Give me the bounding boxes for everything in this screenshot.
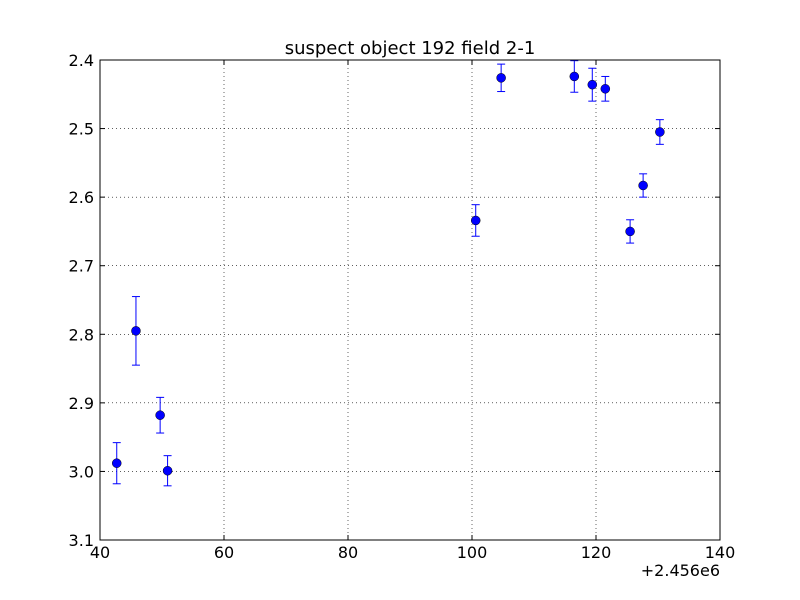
x-offset-label: +2.456e6 — [641, 561, 720, 580]
y-tick-label: 2.5 — [69, 120, 94, 139]
data-point — [625, 226, 635, 237]
plot-area — [100, 60, 720, 540]
data-point — [162, 465, 173, 476]
data-point — [470, 215, 481, 226]
y-tick-label: 3.1 — [69, 531, 94, 550]
data-point — [655, 127, 665, 137]
y-tick-label: 3.0 — [69, 462, 94, 481]
x-tick-label: 60 — [214, 543, 234, 562]
y-tick-label: 2.8 — [69, 325, 94, 344]
y-tick-label: 2.4 — [69, 51, 94, 70]
data-point — [111, 458, 122, 468]
x-tick-label: 100 — [457, 543, 488, 562]
y-tick-label: 2.7 — [69, 257, 94, 276]
x-tick-label: 120 — [581, 543, 612, 562]
data-point — [569, 71, 580, 82]
data-point — [131, 326, 141, 336]
grid — [100, 60, 720, 540]
tick-labels: 40 60 80 100 120 140 2.4 2.5 2.6 2.7 2.8 2.9 3.0 3.1 — [69, 51, 736, 562]
x-tick-label: 140 — [705, 543, 736, 562]
y-tick-label: 2.6 — [69, 188, 94, 207]
data-points — [111, 71, 665, 476]
x-tick-label: 40 — [90, 543, 110, 562]
data-point — [155, 410, 165, 420]
data-point — [600, 84, 611, 94]
x-tick-label: 80 — [338, 543, 358, 562]
data-point — [496, 73, 506, 83]
data-point — [638, 180, 648, 191]
data-point — [587, 79, 598, 90]
chart-title: suspect object 192 field 2-1 — [285, 38, 536, 59]
y-tick-label: 2.9 — [69, 394, 94, 413]
plot-frame — [99, 59, 721, 541]
axis-ticks — [99, 59, 721, 541]
